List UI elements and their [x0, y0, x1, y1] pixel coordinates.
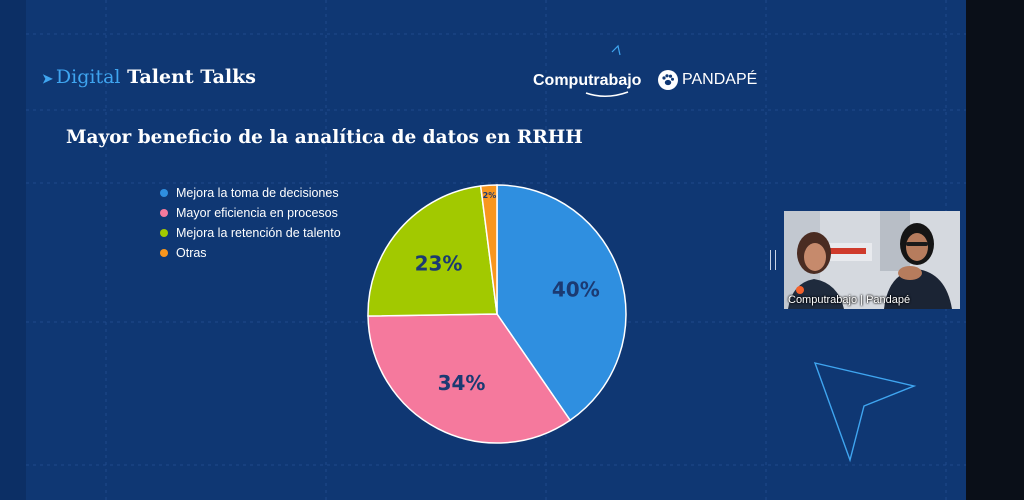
pie-data-label: 2% — [483, 191, 497, 200]
brand-word-digital: Digital — [55, 66, 121, 88]
dark-sidebar — [966, 0, 1024, 500]
webcam-scene — [784, 211, 960, 309]
pie-data-label: 23% — [415, 251, 463, 275]
decorative-triangle-icon — [813, 362, 917, 463]
webcam-video-feed[interactable]: Computrabajo | Pandapé — [784, 211, 960, 309]
pie-data-label: 40% — [552, 277, 600, 301]
left-border — [0, 0, 26, 500]
legend-item-eficiencia: Mayor eficiencia en procesos — [160, 203, 341, 223]
computrabajo-swoosh-icon — [585, 91, 629, 97]
brand-word-talent-talks: Talent Talks — [127, 66, 256, 88]
legend-label: Mejora la retención de talento — [176, 226, 341, 240]
pie-slice-otras — [479, 184, 498, 315]
computrabajo-logo: Computrabajo — [533, 72, 642, 89]
pie-data-label: 34% — [438, 371, 486, 395]
legend-swatch-green — [160, 229, 168, 237]
legend-item-retencion: Mejora la retención de talento — [160, 223, 341, 243]
pie-slice-eficiencia — [367, 313, 572, 444]
brand-arrow-icon: ➤ — [42, 72, 53, 87]
pandape-logo: PANDAPÉ — [658, 70, 757, 90]
webcam-caption: Computrabajo | Pandapé — [788, 294, 911, 306]
pie-slice-retencion — [367, 185, 498, 317]
pie-slice-decisiones — [496, 184, 627, 422]
chart-legend: Mejora la toma de decisiones Mayor efici… — [160, 183, 341, 263]
legend-item-decisiones: Mejora la toma de decisiones — [160, 183, 341, 203]
legend-swatch-pink — [160, 209, 168, 217]
event-brand: ➤ Digital Talent Talks — [42, 66, 256, 88]
paw-icon — [658, 70, 678, 90]
legend-item-otras: Otras — [160, 243, 341, 263]
panel-resize-handle[interactable] — [770, 250, 776, 270]
pie-chart: 40% 34% 23% 2% — [367, 184, 627, 444]
legend-label: Otras — [176, 246, 207, 260]
legend-label: Mayor eficiencia en procesos — [176, 206, 338, 220]
pandape-logo-text: PANDAPÉ — [682, 71, 758, 88]
legend-swatch-orange — [160, 249, 168, 257]
chart-title: Mayor beneficio de la analítica de datos… — [66, 127, 583, 148]
legend-swatch-blue — [160, 189, 168, 197]
legend-label: Mejora la toma de decisiones — [176, 186, 339, 200]
